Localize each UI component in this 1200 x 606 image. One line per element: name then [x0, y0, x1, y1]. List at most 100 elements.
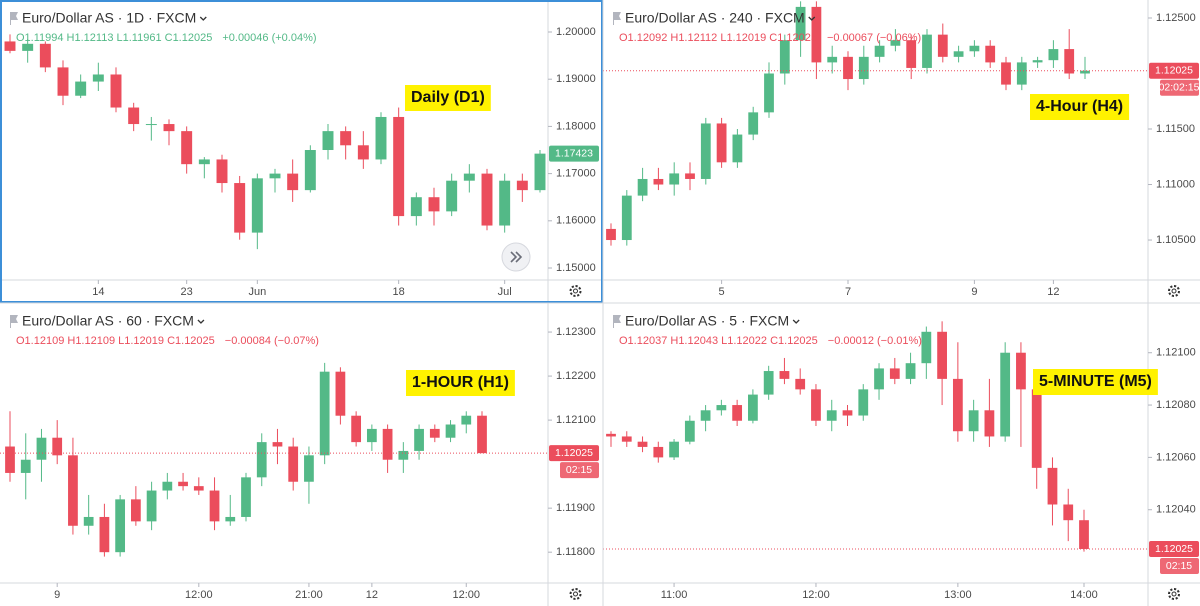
- candle-body: [340, 131, 352, 146]
- candle-body: [763, 371, 774, 395]
- chart-title: Euro/Dollar AS · 1D · FXCM: [22, 10, 196, 26]
- candle-body: [52, 437, 63, 456]
- x-tick-label: 9: [54, 589, 60, 601]
- y-tick-label: 1.19000: [556, 73, 596, 85]
- countdown-tag: [560, 462, 599, 479]
- candle-body: [953, 51, 964, 57]
- candle-body: [130, 499, 141, 522]
- candle-body: [1032, 60, 1043, 63]
- candle-body: [637, 441, 648, 447]
- candle-body: [606, 433, 616, 437]
- candle-body: [398, 450, 409, 460]
- y-tick-label: 1.11000: [1156, 178, 1195, 190]
- candle-body: [795, 6, 806, 41]
- y-tick-label: 1.11800: [556, 546, 595, 558]
- candle-body: [209, 490, 220, 522]
- candle-body: [115, 499, 126, 553]
- candle-body: [463, 173, 475, 181]
- candle-body: [414, 428, 424, 451]
- settings-button[interactable]: [1168, 285, 1180, 297]
- candle-body: [20, 459, 31, 473]
- x-tick-label: Jul: [498, 286, 512, 298]
- settings-button[interactable]: [569, 588, 582, 600]
- candle-body: [477, 415, 487, 454]
- price-tag-label: 1.12025: [555, 447, 593, 459]
- candle-body: [445, 424, 456, 438]
- x-tick-label: 7: [845, 286, 851, 298]
- candle-body: [748, 112, 759, 135]
- candle-body: [145, 124, 157, 126]
- panel-content: 9 12:00 21:00 12 12:00 1.11800 1.11900 1.12100 1…: [0, 303, 603, 606]
- x-tick-label: 23: [181, 286, 193, 298]
- x-tick-label: 18: [393, 286, 405, 298]
- candle-body: [1031, 389, 1042, 468]
- candle-body: [700, 410, 711, 421]
- candle-body: [198, 159, 210, 165]
- flag-icon: [10, 12, 18, 25]
- candle-body: [288, 446, 299, 482]
- candle-body: [637, 178, 648, 196]
- candle-body: [216, 159, 228, 184]
- price-tag-label: 1.12025: [1155, 65, 1193, 77]
- chart-panel: 14 23 Jun 18 Jul 1.15000 1.16000 1.17000 1.18000…: [0, 0, 603, 303]
- candle-body: [811, 389, 821, 421]
- candle-body: [653, 178, 664, 185]
- change-info: −0.00067 (−0.06%): [827, 32, 921, 44]
- x-tick-label: 21:00: [295, 589, 323, 601]
- y-tick-label: 1.20000: [556, 26, 596, 38]
- candle-body: [827, 56, 838, 63]
- panel-content: 5 7 9 12 1.10500 1.11000 1.11500 1.12500 1.12025…: [603, 0, 1200, 303]
- candle-body: [764, 73, 774, 113]
- price-tag: [1149, 62, 1199, 79]
- dropdown-icon[interactable]: [199, 16, 207, 21]
- x-tick-label: 14: [92, 286, 104, 298]
- settings-button[interactable]: [569, 285, 582, 297]
- candle-body: [1063, 504, 1074, 521]
- candle-body: [1001, 62, 1011, 85]
- dropdown-icon[interactable]: [197, 319, 205, 324]
- candle-body: [1016, 62, 1027, 85]
- dropdown-icon[interactable]: [808, 16, 816, 21]
- flag-icon: [10, 315, 18, 328]
- candle-body: [410, 197, 422, 217]
- y-tick-label: 1.16000: [556, 215, 596, 227]
- candle-body: [826, 410, 837, 421]
- candle-body: [858, 56, 869, 80]
- change-info: +0.00046 (+0.04%): [222, 32, 316, 44]
- candle-body: [1064, 49, 1075, 74]
- candle-body: [905, 363, 916, 379]
- timeframe-label: 5-MINUTE (M5): [1039, 373, 1152, 390]
- candle-body: [1016, 352, 1026, 390]
- candle-body: [319, 371, 330, 456]
- candle-body: [890, 40, 901, 46]
- candle-body: [57, 67, 69, 96]
- candle-body: [534, 153, 546, 191]
- candle-body: [251, 178, 263, 233]
- dropdown-icon[interactable]: [792, 319, 800, 324]
- candle-body: [669, 173, 680, 185]
- timeframe-label-bg: [406, 370, 515, 396]
- candle-body: [732, 134, 743, 163]
- panel-bg: [603, 303, 1200, 606]
- candle-body: [128, 107, 140, 125]
- candle-body: [5, 446, 15, 473]
- timeframe-label-bg: [1033, 369, 1158, 395]
- candle-body: [39, 43, 51, 68]
- settings-button[interactable]: [1168, 588, 1180, 600]
- candle-body: [375, 116, 387, 160]
- price-tag: [549, 445, 599, 462]
- candle-body: [779, 371, 790, 379]
- flag-icon: [613, 12, 621, 25]
- settings-button-hole: [1171, 591, 1177, 597]
- panel-bg: [0, 303, 603, 606]
- candle-body: [146, 490, 157, 522]
- candle-body: [1000, 352, 1011, 437]
- candle-body: [669, 441, 679, 458]
- candle-body: [351, 415, 362, 443]
- panel-content: 14 23 Jun 18 Jul 1.15000 1.16000 1.17000 1.18000…: [0, 0, 603, 303]
- price-tag-label: 1.17423: [555, 147, 593, 159]
- candle-body: [685, 173, 695, 179]
- candle-body: [985, 45, 996, 63]
- x-tick-label: 9: [971, 286, 977, 298]
- candle-body: [287, 173, 299, 191]
